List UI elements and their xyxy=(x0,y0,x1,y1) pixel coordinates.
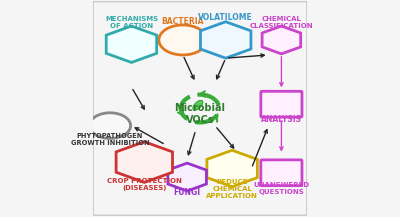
Text: CHEMICAL
CLASSIFICATION: CHEMICAL CLASSIFICATION xyxy=(250,16,313,29)
Polygon shape xyxy=(116,142,172,182)
Polygon shape xyxy=(207,150,257,187)
Polygon shape xyxy=(168,163,206,191)
Text: ANALYSIS: ANALYSIS xyxy=(261,115,302,124)
Text: BACTERIA: BACTERIA xyxy=(162,17,204,26)
FancyBboxPatch shape xyxy=(93,1,307,216)
Text: PHYTOPATHOGEN
GROWTH INHIBITION: PHYTOPATHOGEN GROWTH INHIBITION xyxy=(71,133,149,146)
Ellipse shape xyxy=(90,113,130,138)
Ellipse shape xyxy=(159,25,207,55)
Text: UNANSWERED
QUESTIONS: UNANSWERED QUESTIONS xyxy=(253,182,310,195)
Text: VOLATILOME: VOLATILOME xyxy=(198,13,253,22)
Text: FUNGI: FUNGI xyxy=(174,188,201,197)
Text: MECHANISMS
OF ACTION: MECHANISMS OF ACTION xyxy=(105,16,158,29)
Polygon shape xyxy=(262,26,301,54)
Polygon shape xyxy=(106,26,157,62)
Ellipse shape xyxy=(193,100,203,110)
Text: CROP PROTECTION
(DISEASES): CROP PROTECTION (DISEASES) xyxy=(107,178,182,191)
FancyBboxPatch shape xyxy=(261,160,302,186)
Text: REDUCE
CHEMICAL
APPLICATION: REDUCE CHEMICAL APPLICATION xyxy=(206,179,258,199)
Polygon shape xyxy=(200,22,251,58)
Text: Microbial
VOCs: Microbial VOCs xyxy=(174,103,226,125)
FancyBboxPatch shape xyxy=(261,91,302,117)
